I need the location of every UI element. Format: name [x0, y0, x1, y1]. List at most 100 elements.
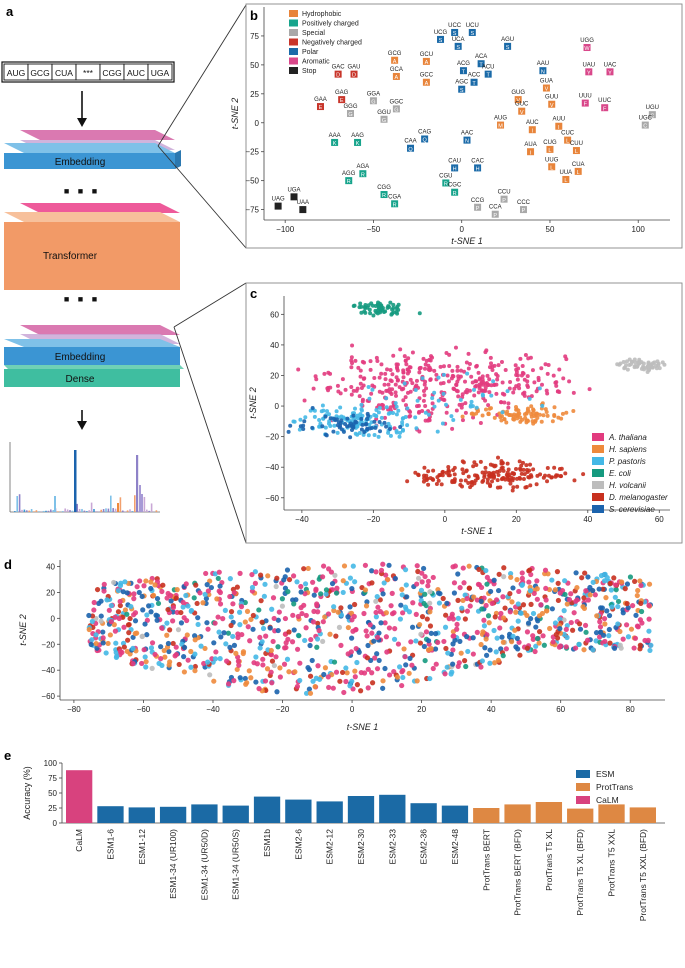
embedding-point	[495, 657, 501, 663]
embedding-point	[365, 685, 371, 691]
species-point	[338, 391, 343, 396]
embedding-point	[380, 678, 386, 684]
embedding-point	[536, 613, 543, 619]
species-point	[477, 382, 482, 387]
x-tick-label: 0	[459, 225, 464, 234]
species-point	[430, 396, 435, 401]
embedding-point	[224, 658, 230, 664]
embedding-point	[257, 572, 264, 578]
embedding-point	[228, 614, 234, 620]
species-point	[352, 406, 357, 411]
species-point	[434, 372, 439, 377]
amino-acid-label: H	[476, 167, 480, 173]
embedding-point	[561, 608, 567, 614]
species-point	[524, 411, 529, 416]
codon-point-label: GCC	[420, 73, 434, 79]
embedding-point	[98, 613, 104, 619]
embedding-point	[358, 669, 364, 676]
species-point	[511, 471, 516, 476]
embedding-point	[294, 683, 301, 690]
species-point	[492, 363, 497, 368]
codon-marker	[437, 35, 445, 43]
embedding-point	[404, 594, 410, 600]
species-point	[534, 482, 539, 487]
codon-point-label: CUC	[561, 131, 575, 137]
hist-bar	[148, 510, 150, 512]
codon-marker	[380, 191, 388, 199]
species-point	[489, 471, 494, 476]
codon-point-label: UAC	[604, 62, 617, 68]
embedding-point	[547, 625, 553, 632]
legend-swatch	[592, 457, 604, 465]
hist-bar	[88, 510, 90, 512]
embedding-point	[165, 606, 171, 613]
embedding-point	[178, 609, 184, 616]
embedding-point	[399, 586, 405, 593]
hist-bar	[33, 511, 35, 512]
species-point	[286, 429, 291, 434]
embedding-point	[397, 616, 404, 622]
embedding-point	[152, 582, 158, 588]
embedding-point	[443, 612, 449, 618]
species-point	[422, 393, 427, 398]
species-point	[472, 460, 477, 465]
embedding-point	[442, 671, 448, 677]
hist-bar	[35, 510, 38, 512]
species-point	[310, 425, 315, 430]
embedding-point	[122, 579, 128, 585]
species-point	[312, 414, 317, 419]
embedding-point	[193, 582, 199, 588]
embedding-point	[345, 614, 351, 620]
embedding-point	[386, 625, 393, 631]
embedding-point	[353, 646, 359, 652]
species-point	[453, 345, 458, 350]
panel-label-c: c	[250, 286, 257, 301]
legend-swatch	[592, 469, 604, 477]
species-point	[474, 473, 479, 478]
species-point	[395, 304, 400, 309]
embedding-point	[192, 651, 198, 657]
embedding-point	[524, 612, 530, 619]
embedding-point	[576, 641, 582, 648]
embedding-point	[489, 600, 495, 607]
accuracy-bar	[128, 807, 155, 823]
species-point	[370, 387, 375, 392]
embedding-point	[584, 637, 591, 643]
hist-peak-bar	[74, 450, 77, 512]
embedding-point	[180, 599, 186, 606]
accuracy-bar	[441, 805, 469, 823]
embedding-point	[263, 633, 269, 639]
embedding-point	[455, 597, 461, 603]
codon-point-label: UAA	[297, 200, 309, 206]
species-point	[460, 467, 465, 472]
embedding-point	[361, 610, 367, 617]
species-point	[379, 371, 384, 376]
species-point	[523, 415, 528, 420]
embedding-point	[298, 605, 304, 611]
embedding-point	[141, 647, 147, 653]
embedding-point	[285, 589, 291, 595]
amino-acid-label: V	[516, 98, 520, 104]
legend-swatch	[592, 445, 604, 453]
embedding-point	[162, 654, 168, 660]
embedding-point	[376, 657, 382, 664]
codon-marker	[316, 103, 324, 111]
embedding-point	[211, 640, 217, 646]
species-point	[343, 387, 348, 392]
species-point	[646, 368, 651, 373]
embedding-point	[448, 671, 454, 677]
embedding-point	[192, 663, 198, 670]
embedding-point	[191, 595, 197, 601]
panel-b-frame	[245, 3, 683, 249]
x-tick-label: 0	[350, 705, 355, 714]
species-point	[399, 387, 404, 392]
embedding-point	[277, 665, 283, 671]
embedding-point	[424, 616, 430, 622]
hist-bar	[93, 508, 95, 512]
species-point	[466, 481, 471, 486]
embedding-point	[314, 644, 320, 650]
embedding-point	[150, 592, 157, 598]
embedding-point	[460, 565, 466, 571]
codon-point-label: AUA	[524, 142, 536, 148]
codon-marker	[459, 67, 467, 75]
